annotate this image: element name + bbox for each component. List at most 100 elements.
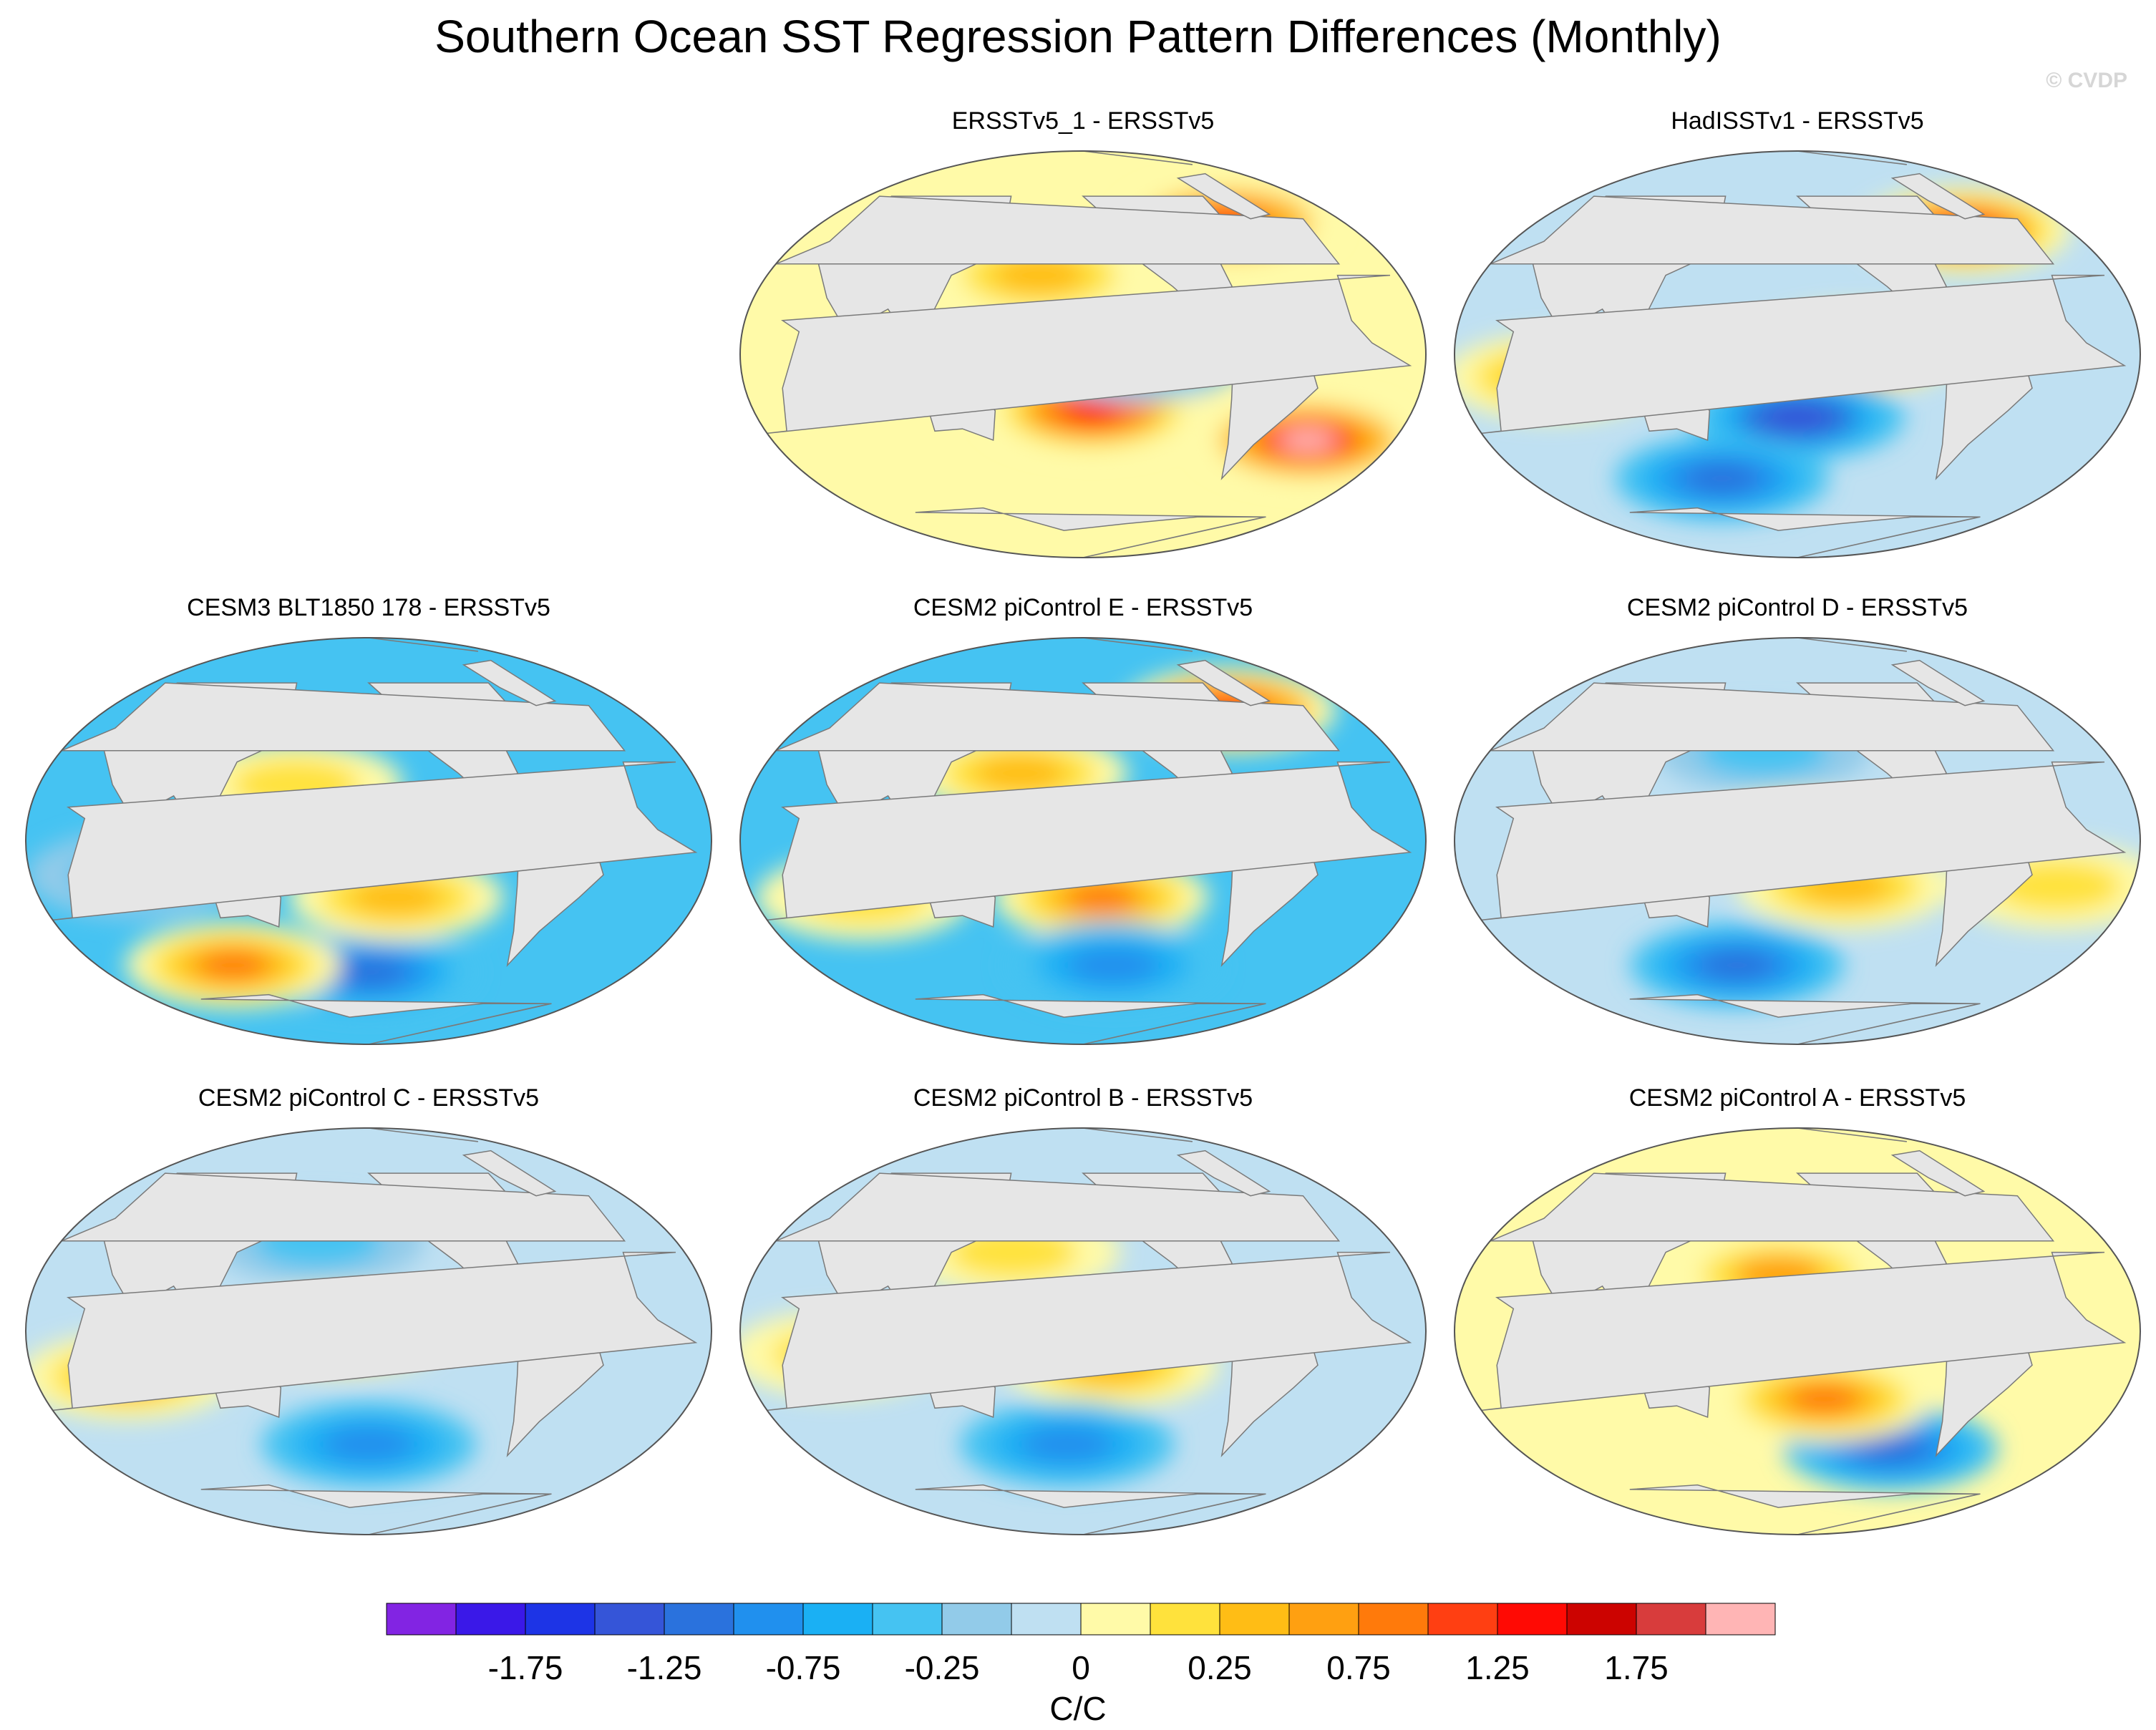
- land-polygon: [368, 638, 478, 652]
- map-field: [1455, 638, 2140, 1044]
- map-svg: [1454, 637, 2141, 1045]
- land-polygon: [52, 1251, 698, 1411]
- map-svg: [1454, 150, 2141, 558]
- colorbar-tick-label: -1.25: [627, 1649, 702, 1686]
- anomaly-blob: [197, 951, 269, 980]
- map-field: [740, 1128, 1426, 1535]
- land-polygon: [1082, 151, 1193, 165]
- panel-title: HadISSTv1 - ERSSTv5: [1671, 107, 1924, 135]
- colorbar-box: [802, 1603, 873, 1636]
- colorbar-tick-label: 0.25: [1188, 1649, 1252, 1686]
- map-outline: [739, 1127, 1427, 1535]
- map-svg: [1454, 1127, 2141, 1535]
- colorbar-tick-label: 1.25: [1465, 1649, 1530, 1686]
- map-field: [740, 151, 1426, 558]
- colorbar-tick-label: 0.75: [1326, 1649, 1391, 1686]
- panel-title: CESM2 piControl A - ERSSTv5: [1628, 1084, 1966, 1112]
- land-polygon: [200, 993, 552, 1044]
- land-polygon: [1629, 507, 1981, 558]
- landmasses: [767, 151, 1412, 558]
- landmasses: [52, 638, 698, 1044]
- colorbar-svg: -1.75 -1.25 -0.75 -0.25 0 0.25 0.75 1.25 1.75: [386, 1603, 1776, 1686]
- anomaly-blob: [1021, 1426, 1114, 1463]
- map-field: [26, 1128, 712, 1535]
- land-polygon: [775, 195, 1341, 265]
- landmasses: [1481, 1128, 2127, 1535]
- panel-title: CESM2 piControl E - ERSSTv5: [913, 594, 1253, 621]
- land-polygon: [368, 1128, 478, 1142]
- colorbar-box: [594, 1603, 665, 1636]
- anomaly-blob: [1278, 428, 1337, 452]
- colorbar-box: [664, 1603, 734, 1636]
- panel-title: CESM2 piControl D - ERSSTv5: [1626, 594, 1968, 621]
- map-svg: [739, 1127, 1427, 1535]
- colorbar-box: [1219, 1603, 1290, 1636]
- colorbar-box: [386, 1603, 457, 1636]
- land-polygon: [1176, 172, 1271, 220]
- landmasses: [767, 638, 1412, 1044]
- colorbar-box: [1150, 1603, 1220, 1636]
- land-polygon: [1890, 172, 1986, 220]
- cvdp-watermark: © CVDP: [2046, 69, 2127, 92]
- colorbar-tick-label: 0: [1072, 1649, 1090, 1686]
- landmasses: [1481, 638, 2127, 1044]
- map-outline: [1454, 637, 2141, 1045]
- anomaly-blob: [973, 754, 1067, 792]
- land-polygon: [1890, 659, 1986, 706]
- map-panel-p2: HadISSTv1 - ERSSTv5: [1443, 107, 2152, 623]
- land-polygon: [775, 1172, 1341, 1242]
- anomaly-blob: [1062, 399, 1122, 423]
- map-panel-p6: CESM2 piControl C - ERSSTv5: [14, 1084, 723, 1600]
- colorbar-tick-label: -0.75: [766, 1649, 841, 1686]
- map-field: [26, 638, 712, 1044]
- land-polygon: [1176, 659, 1271, 706]
- colorbar-box: [455, 1603, 526, 1636]
- panel-title: CESM3 BLT1850 178 - ERSSTv5: [187, 594, 550, 621]
- land-polygon: [462, 1150, 557, 1197]
- land-polygon: [1797, 151, 1907, 165]
- colorbar-box: [1080, 1603, 1151, 1636]
- map-outline: [25, 1127, 712, 1535]
- figure-title: Southern Ocean SST Regression Pattern Di…: [434, 11, 1722, 62]
- anomaly-blob: [333, 958, 404, 987]
- map-outline: [1454, 1127, 2141, 1535]
- anomaly-blob: [1762, 403, 1833, 432]
- colorbar-box: [941, 1603, 1012, 1636]
- colorbar-tick-label: 1.75: [1604, 1649, 1669, 1686]
- colorbar: -1.75 -1.25 -0.75 -0.25 0 0.25 0.75 1.25 1.75 C/…: [0, 1596, 2156, 1730]
- land-polygon: [767, 274, 1412, 434]
- colorbar-box: [872, 1603, 943, 1636]
- colorbar-box: [1427, 1603, 1498, 1636]
- colorbar-box: [1705, 1603, 1776, 1636]
- map-svg: [739, 150, 1427, 558]
- map-outline: [25, 637, 712, 1045]
- panel-title: ERSSTv5_1 - ERSSTv5: [951, 107, 1215, 135]
- colorbar-box: [1358, 1603, 1429, 1636]
- map-outline: [1454, 150, 2141, 558]
- map-panel-p5: CESM2 piControl D - ERSSTv5: [1443, 594, 2152, 1109]
- land-polygon: [1481, 761, 2127, 921]
- anomaly-blob: [993, 256, 1085, 294]
- colorbar-box: [1566, 1603, 1637, 1636]
- land-polygon: [767, 1251, 1412, 1411]
- anomaly-blob: [350, 879, 442, 916]
- land-polygon: [1082, 638, 1193, 652]
- land-polygon: [1890, 1150, 1986, 1197]
- colorbar-box: [1497, 1603, 1568, 1636]
- land-polygon: [462, 659, 557, 706]
- land-polygon: [1629, 1484, 1981, 1535]
- colorbar-box: [1288, 1603, 1359, 1636]
- colorbar-box: [733, 1603, 804, 1636]
- anomaly-blob: [322, 1426, 415, 1463]
- land-polygon: [61, 682, 626, 752]
- anomaly-blob: [1855, 1434, 1927, 1464]
- panel-title: CESM2 piControl C - ERSSTv5: [198, 1084, 540, 1112]
- landmasses: [1481, 151, 2127, 558]
- land-polygon: [775, 682, 1341, 752]
- land-polygon: [1481, 1251, 2127, 1411]
- map-panel-p1: ERSSTv5_1 - ERSSTv5: [729, 107, 1437, 623]
- anomaly-blob: [1065, 883, 1137, 912]
- land-polygon: [61, 1172, 626, 1242]
- landmasses: [52, 1128, 698, 1535]
- map-outline: [739, 637, 1427, 1045]
